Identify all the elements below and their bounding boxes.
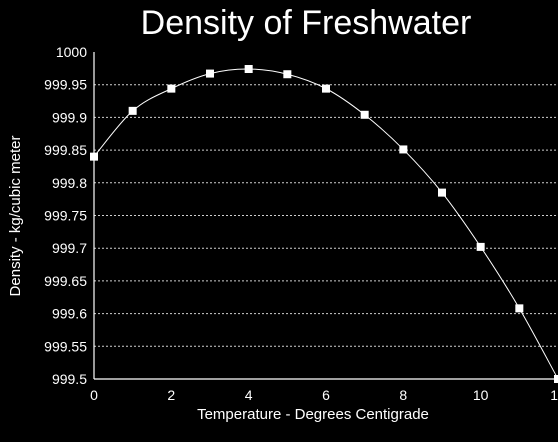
x-tick-label: 1 xyxy=(550,387,558,403)
data-point-marker xyxy=(554,375,558,383)
gridlines xyxy=(94,84,558,347)
chart-title: Density of Freshwater xyxy=(141,4,472,42)
y-tick-label: 999.95 xyxy=(44,77,87,93)
x-tick-label: 0 xyxy=(90,387,98,403)
data-point-marker xyxy=(128,106,137,115)
y-tick-label: 999.55 xyxy=(44,338,87,354)
y-tick-label: 999.85 xyxy=(44,142,87,158)
data-point-marker xyxy=(438,188,446,197)
data-point-marker xyxy=(515,304,524,313)
data-point-marker xyxy=(360,110,369,119)
data-point-marker xyxy=(399,145,408,154)
x-tick-label: 6 xyxy=(322,387,330,403)
data-point-marker xyxy=(283,70,292,79)
series-freshwater-density xyxy=(90,65,558,383)
x-tick-label: 10 xyxy=(473,387,489,403)
x-axis-label: Temperature - Degrees Centigrade xyxy=(197,406,429,423)
y-tick-label: 999.8 xyxy=(52,175,87,191)
y-tick-label: 999.5 xyxy=(52,371,87,387)
data-point-marker xyxy=(322,84,330,93)
data-point-marker xyxy=(244,65,253,74)
y-tick-label: 999.65 xyxy=(44,273,87,289)
data-point-marker xyxy=(476,242,485,251)
y-tick-label: 999.7 xyxy=(52,240,87,256)
axes xyxy=(93,52,558,380)
y-tick-label: 1000 xyxy=(56,44,87,60)
x-tick-label: 4 xyxy=(245,387,253,403)
series-line xyxy=(93,68,558,380)
y-tick-label: 999.75 xyxy=(44,208,87,224)
y-tick-label: 999.6 xyxy=(52,306,87,322)
data-point-marker xyxy=(206,69,214,78)
data-point-marker xyxy=(90,152,98,161)
x-tick-label: 2 xyxy=(167,387,175,403)
x-tick-labels: 0 2 4 6 8 10 1 xyxy=(90,387,558,403)
data-point-marker xyxy=(167,84,176,93)
x-tick-label: 8 xyxy=(399,387,407,403)
y-tick-labels: 1000 999.95 999.9 999.85 999.8 999.75 999.7 999… xyxy=(44,44,87,387)
y-axis-label: Density - kg/cubic meter xyxy=(7,136,24,297)
y-tick-label: 999.9 xyxy=(52,109,87,125)
